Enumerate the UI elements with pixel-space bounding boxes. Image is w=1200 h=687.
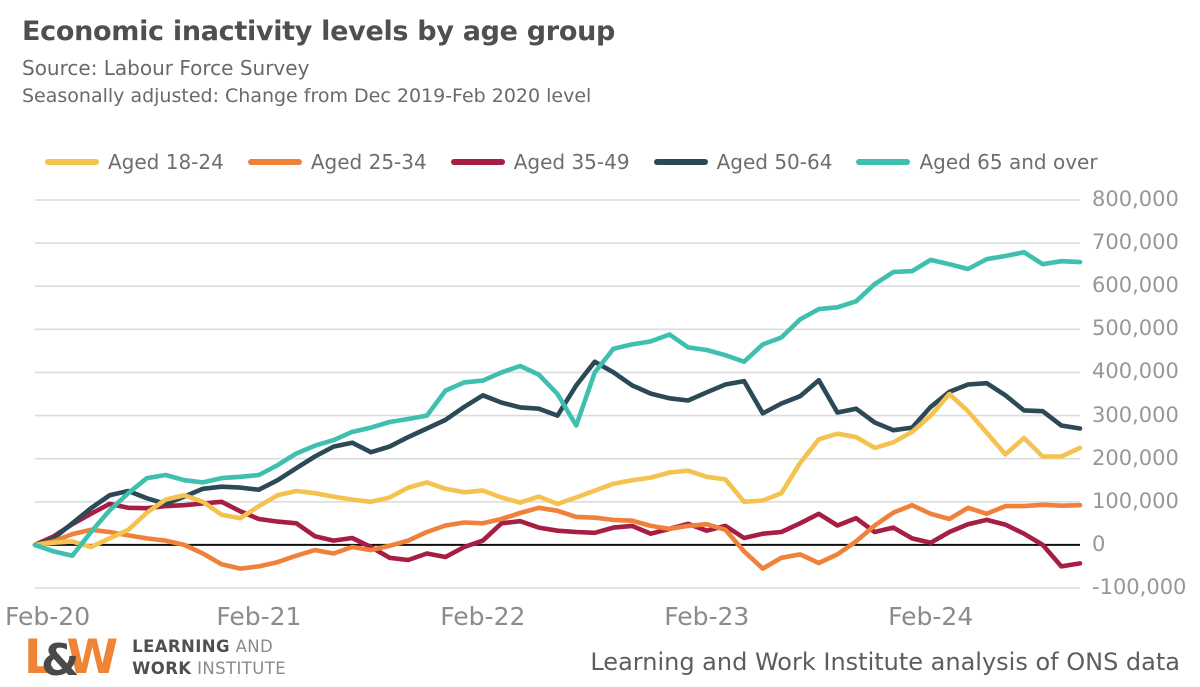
y-axis-tick-label: 800,000 xyxy=(1092,187,1179,211)
legend-item-aged-18-24[interactable]: Aged 18-24 xyxy=(45,150,224,174)
legend-item-aged-25-34[interactable]: Aged 25-34 xyxy=(247,150,427,174)
y-axis-tick-label: -100,000 xyxy=(1092,575,1187,599)
y-axis-tick-label: 600,000 xyxy=(1092,273,1179,298)
y-axis-tick-label: 0 xyxy=(1092,531,1106,556)
x-axis-tick-label: Feb-20 xyxy=(5,602,91,631)
legend-item-aged-50-64[interactable]: Aged 50-64 xyxy=(653,150,833,174)
legend-swatch-aged-50-64 xyxy=(653,159,708,165)
legend-label: Aged 25-34 xyxy=(310,150,427,174)
chart-subtitle: Seasonally adjusted: Change from Dec 201… xyxy=(22,85,592,107)
legend-swatch-aged-18-24 xyxy=(45,159,99,165)
y-axis-tick-label: 400,000 xyxy=(1092,359,1179,384)
x-axis-tick-label: Feb-21 xyxy=(216,602,302,631)
legend-swatch-aged-35-49 xyxy=(450,159,505,165)
legend-swatch-aged-65-and-over xyxy=(856,159,911,165)
legend-item-aged-65-and-over[interactable]: Aged 65 and over xyxy=(856,150,1098,174)
x-axis-tick-label: Feb-23 xyxy=(664,602,750,631)
series-line-aged-50-64 xyxy=(32,359,1083,548)
logo-letter-l: L xyxy=(24,630,54,685)
logo-line2-regular: INSTITUTE xyxy=(191,658,287,678)
page-title: Economic inactivity levels by age group xyxy=(22,16,616,47)
legend-label: Aged 50-64 xyxy=(716,150,833,174)
legend-label: Aged 18-24 xyxy=(108,150,224,174)
chart-legend: Aged 18-24 Aged 25-34 Aged 35-49 Aged 50-64… xyxy=(45,150,1098,174)
y-axis-tick-label: 300,000 xyxy=(1092,402,1179,427)
x-axis-tick-label: Feb-24 xyxy=(888,602,974,631)
series-line-aged-35-49 xyxy=(32,499,1083,569)
lw-logo-mark: L & W xyxy=(24,630,119,686)
legend-swatch-aged-25-34 xyxy=(247,159,302,165)
series-line-aged-18-24 xyxy=(32,391,1083,550)
legend-label: Aged 35-49 xyxy=(513,150,630,174)
chart-source: Source: Labour Force Survey xyxy=(22,56,310,80)
learning-and-work-institute-logo: L & W LEARNING AND WORK INSTITUTE xyxy=(24,630,286,686)
logo-line2-bold: WORK xyxy=(132,658,192,678)
attribution-text: Learning and Work Institute analysis of … xyxy=(590,648,1180,676)
logo-line1-regular: AND xyxy=(229,636,274,656)
logo-line1-bold: LEARNING xyxy=(132,636,230,656)
y-axis-tick-label: 200,000 xyxy=(1092,445,1179,470)
y-axis-tick-label: 500,000 xyxy=(1092,316,1179,341)
logo-wordmark: LEARNING AND WORK INSTITUTE xyxy=(132,636,286,680)
series-line-aged-65-and-over xyxy=(32,249,1083,559)
x-axis-tick-label: Feb-22 xyxy=(440,602,526,631)
logo-letter-w: W xyxy=(66,630,119,685)
series-line-aged-25-34 xyxy=(32,502,1083,571)
chart-header: Economic inactivity levels by age group … xyxy=(22,16,615,107)
legend-label: Aged 65 and over xyxy=(919,150,1098,174)
logo-ampersand: & xyxy=(40,634,80,686)
y-axis-tick-label: 100,000 xyxy=(1092,488,1179,513)
legend-item-aged-35-49[interactable]: Aged 35-49 xyxy=(450,150,630,174)
y-axis-tick-label: 700,000 xyxy=(1092,230,1179,255)
